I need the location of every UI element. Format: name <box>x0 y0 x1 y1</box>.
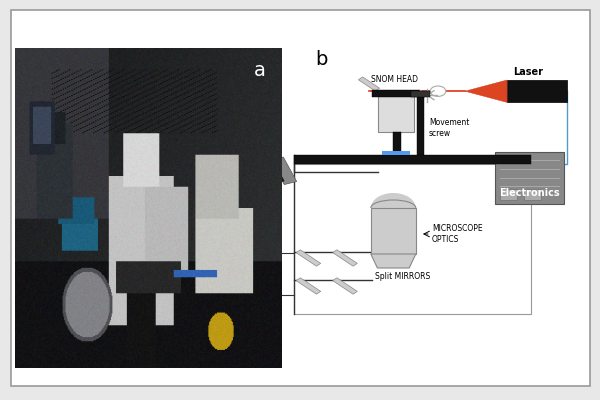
Bar <box>382 151 410 155</box>
Text: b: b <box>315 50 328 69</box>
Wedge shape <box>371 193 416 208</box>
Bar <box>411 91 430 97</box>
Bar <box>372 90 420 97</box>
Bar <box>378 96 414 132</box>
Bar <box>294 155 531 164</box>
Polygon shape <box>271 157 296 184</box>
Bar <box>507 80 567 102</box>
Bar <box>195 247 244 260</box>
Polygon shape <box>465 80 507 102</box>
Text: APD Signal: APD Signal <box>197 249 239 258</box>
Polygon shape <box>296 250 321 266</box>
Bar <box>495 152 564 204</box>
Text: Split MIRRORS: Split MIRRORS <box>375 272 430 281</box>
Text: a: a <box>254 61 266 80</box>
Text: Olympus
oculars: Olympus oculars <box>194 160 228 180</box>
Polygon shape <box>332 278 358 294</box>
Text: Laser: Laser <box>513 67 543 77</box>
Bar <box>417 97 424 162</box>
Text: Movement
screw: Movement screw <box>429 118 469 138</box>
Polygon shape <box>371 254 416 268</box>
Polygon shape <box>332 250 358 266</box>
Bar <box>195 287 244 303</box>
Text: MICROSCOPE
OPTICS: MICROSCOPE OPTICS <box>432 224 482 244</box>
Text: PD
Reference: PD Reference <box>197 286 236 305</box>
Polygon shape <box>358 77 380 91</box>
Text: SNOM HEAD: SNOM HEAD <box>371 75 418 84</box>
Bar <box>393 132 401 162</box>
Bar <box>371 208 416 254</box>
Polygon shape <box>296 278 321 294</box>
Circle shape <box>430 86 446 96</box>
Polygon shape <box>270 174 284 184</box>
Bar <box>294 164 531 314</box>
Text: Electronics: Electronics <box>499 188 560 198</box>
Bar <box>500 189 517 200</box>
Bar <box>524 189 541 200</box>
